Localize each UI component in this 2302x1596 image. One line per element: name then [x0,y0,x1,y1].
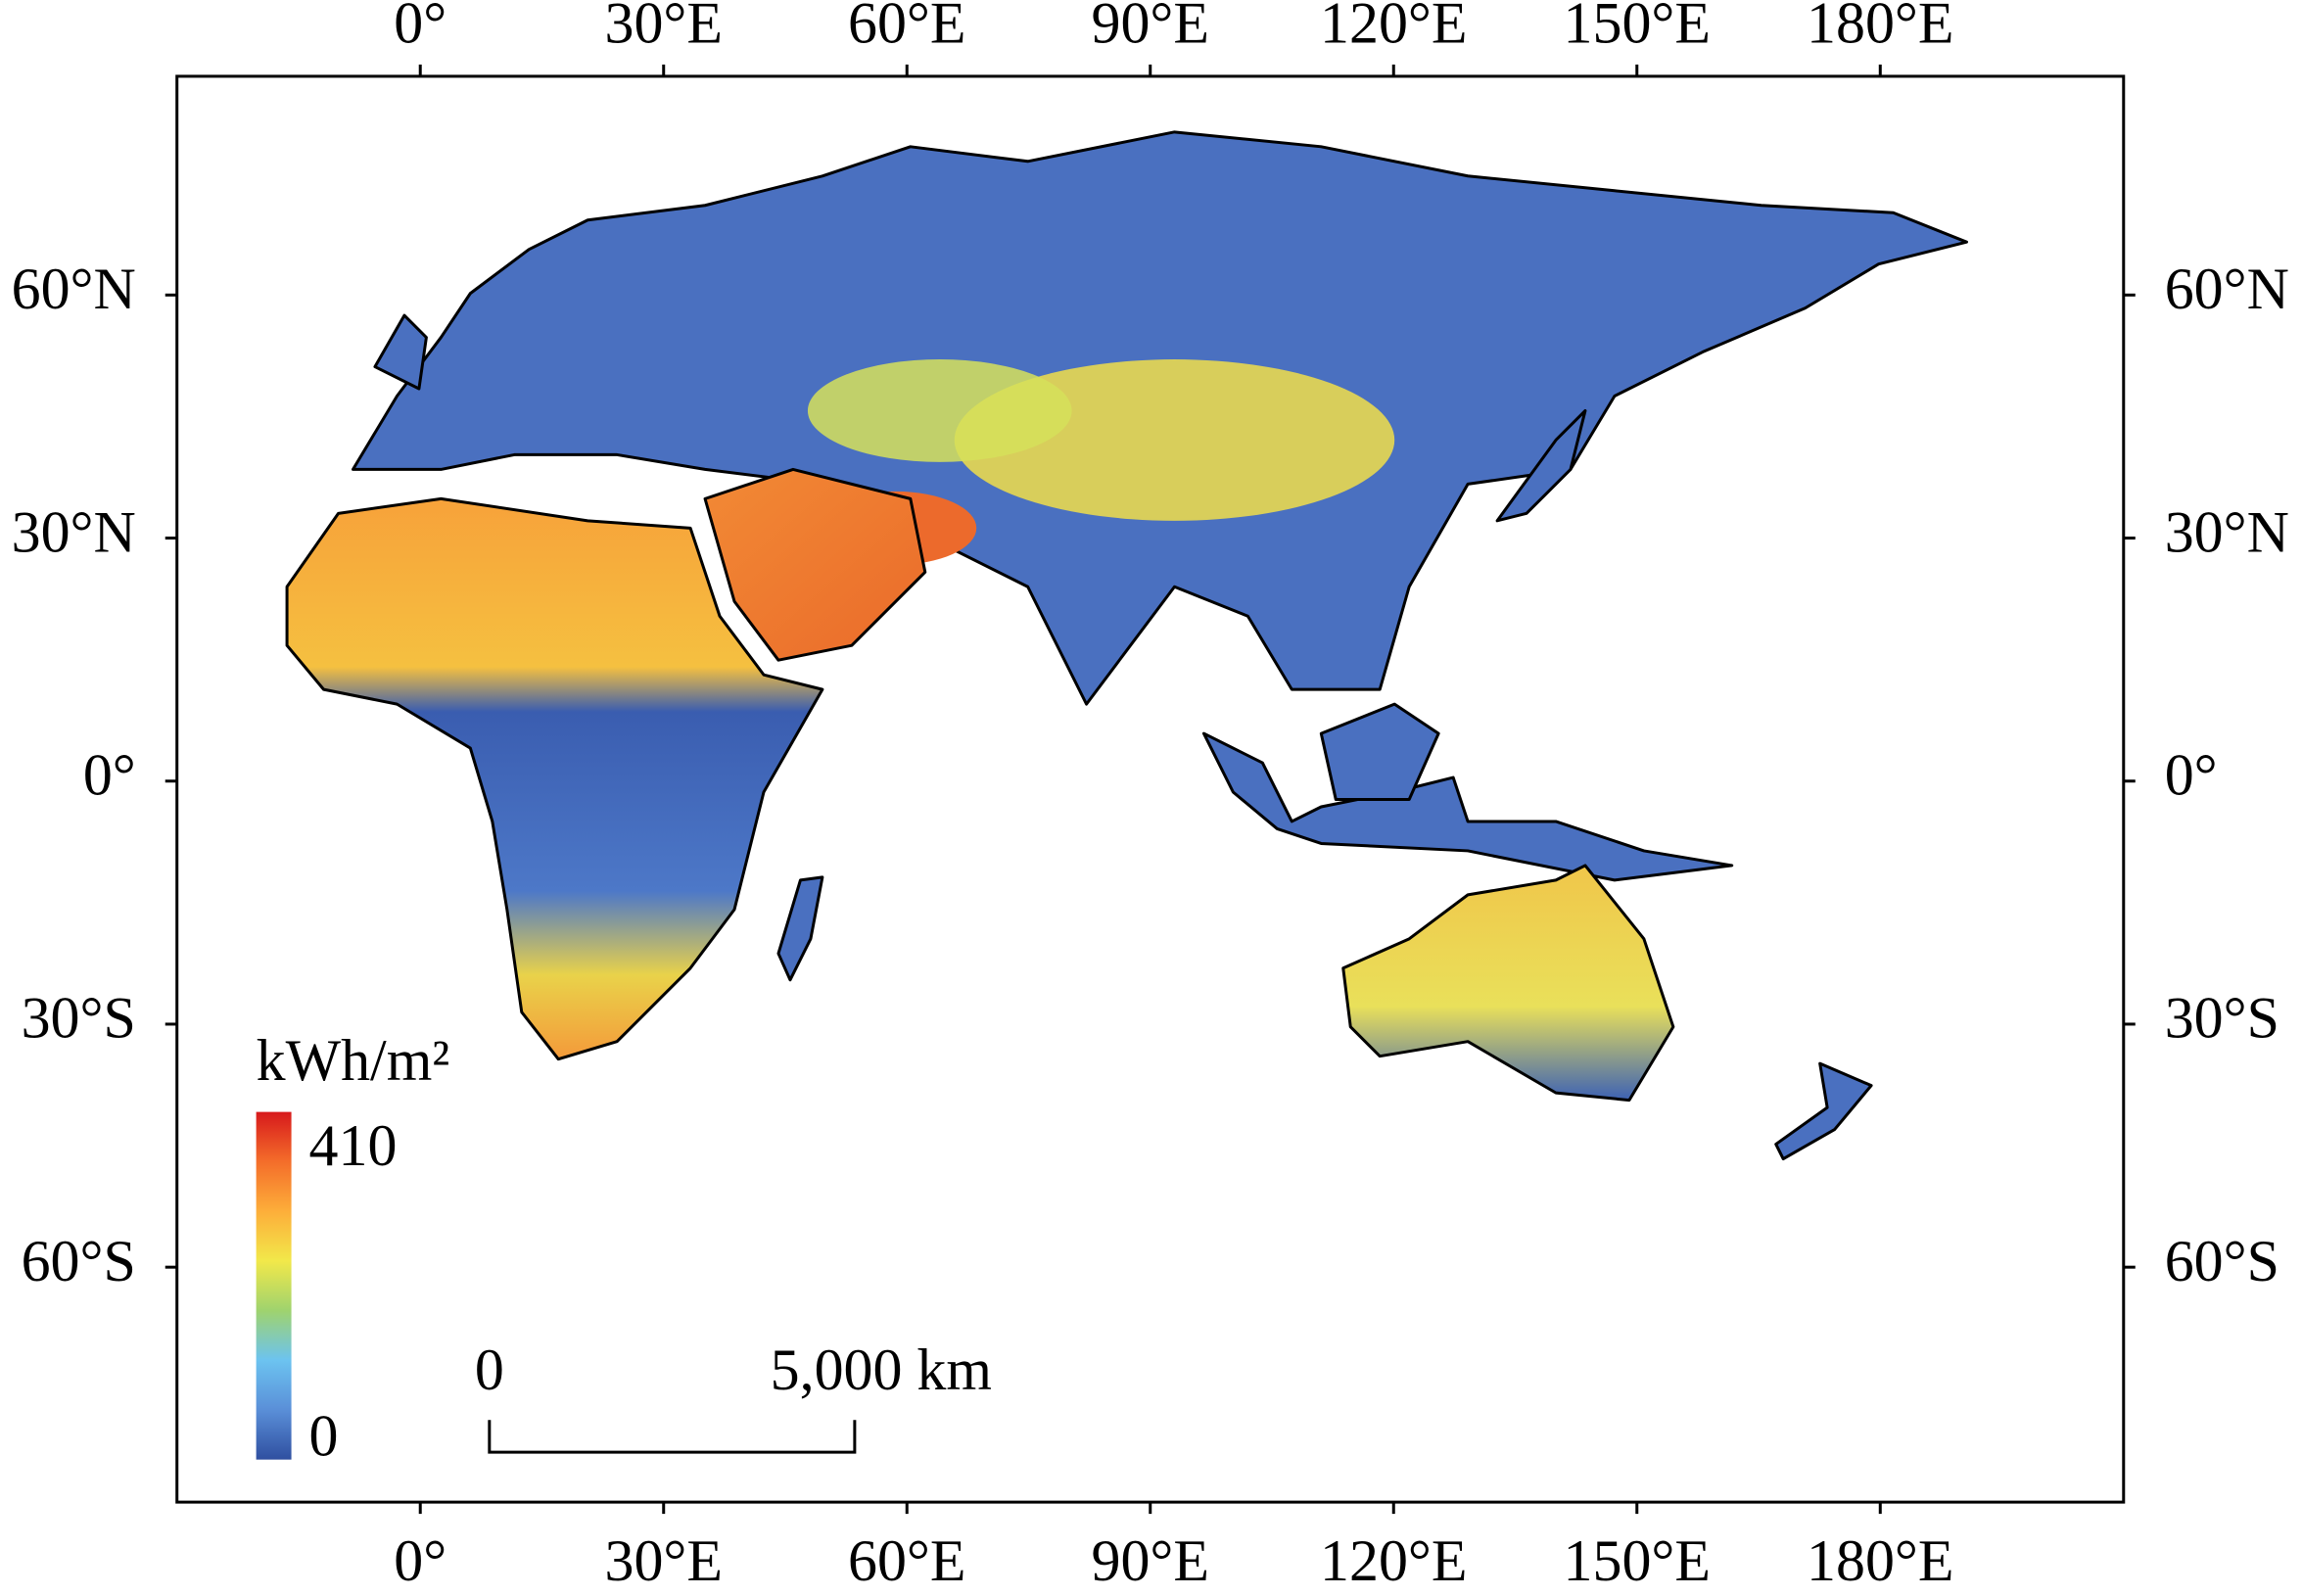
scale-end-label: 5,000 km [771,1338,992,1402]
legend: kWh/m² 410 0 [256,1028,450,1468]
japan [1495,408,1587,523]
lat-label-left: 30°S [22,986,136,1051]
lon-label-bottom: 180°E [1807,1528,1953,1593]
lon-label-top: 120°E [1320,0,1467,56]
lat-label-left: 60°S [22,1229,136,1293]
africa [285,496,824,1061]
southeast-asia [1201,731,1734,882]
lon-label-bottom: 30°E [605,1528,723,1593]
scale-bar: 0 5,000 km [475,1338,992,1454]
lon-label-top: 0° [394,0,446,56]
kazakh-steppe [807,359,1072,462]
scale-bar-line [488,1420,857,1454]
lat-label-left: 0° [83,742,136,807]
lon-label-top: 90°E [1092,0,1209,56]
lat-label-right: 30°N [2165,499,2289,564]
borneo [1319,702,1440,801]
australia [1341,864,1675,1103]
lat-label-right: 30°S [2165,986,2279,1051]
lat-label-right: 0° [2165,742,2218,807]
lon-label-top: 30°E [605,0,723,56]
lon-label-bottom: 150°E [1564,1528,1711,1593]
madagascar [776,875,824,982]
lon-label-top: 60°E [848,0,965,56]
lon-label-bottom: 0° [394,1528,446,1593]
legend-min-label: 0 [309,1403,339,1468]
legend-title: kWh/m² [257,1028,450,1093]
color-bar [256,1111,292,1460]
lat-label-right: 60°N [2165,257,2289,321]
land [285,130,1968,1161]
lon-label-top: 180°E [1807,0,1953,56]
lon-label-top: 150°E [1564,0,1711,56]
lat-label-left: 30°N [12,499,136,564]
legend-max-label: 410 [309,1113,398,1178]
scale-start-label: 0 [475,1338,504,1402]
lon-label-bottom: 120°E [1320,1528,1467,1593]
lat-label-left: 60°N [12,257,136,321]
lon-label-bottom: 60°E [848,1528,965,1593]
arabia [703,467,927,662]
uk [373,313,428,391]
new-zealand [1774,1061,1873,1161]
lon-label-bottom: 90°E [1092,1528,1209,1593]
lat-label-right: 60°S [2165,1229,2279,1293]
